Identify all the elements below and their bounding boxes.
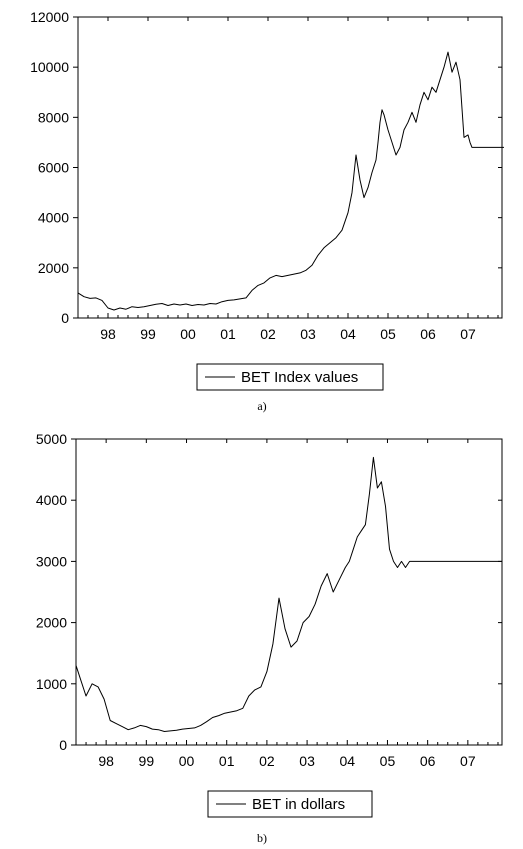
y-tick-label: 10000 xyxy=(30,59,69,75)
y-tick-label: 1000 xyxy=(36,676,67,692)
x-tick-label: 00 xyxy=(179,753,195,769)
x-tick-label: 06 xyxy=(420,753,436,769)
y-tick-label: 12000 xyxy=(30,9,69,25)
x-tick-label: 99 xyxy=(139,753,155,769)
y-tick-label: 4000 xyxy=(38,210,69,226)
y-tick-label: 5000 xyxy=(36,431,67,447)
y-tick-label: 2000 xyxy=(38,260,69,276)
y-tick-label: 0 xyxy=(59,737,67,753)
x-tick-label: 00 xyxy=(180,326,196,342)
x-tick-label: 03 xyxy=(299,753,315,769)
x-tick-label: 04 xyxy=(340,326,356,342)
series-line xyxy=(77,51,504,311)
chart-a: 0 2000 4000 6000 8000 10000 12000 98 99 00 01 02 03 0… xyxy=(30,9,504,413)
x-tick-label: 02 xyxy=(260,326,276,342)
x-tick-label: 07 xyxy=(460,326,476,342)
legend-box xyxy=(207,790,373,818)
x-tick-label: 01 xyxy=(220,326,236,342)
figure-caption: a) xyxy=(257,399,266,413)
y-tick-label: 3000 xyxy=(36,553,67,569)
legend-label: BET in dollars xyxy=(252,796,345,813)
x-tick-label: 01 xyxy=(219,753,235,769)
y-tick-label: 8000 xyxy=(38,109,69,125)
plot-frame xyxy=(77,16,503,319)
figure-caption: b) xyxy=(257,831,267,845)
x-tick-label: 05 xyxy=(380,753,396,769)
y-tick-label: 6000 xyxy=(38,160,69,176)
x-tick-label: 06 xyxy=(420,326,436,342)
plot-frame xyxy=(75,438,503,746)
x-tick-label: 02 xyxy=(259,753,275,769)
x-tick-label: 04 xyxy=(339,753,355,769)
x-tick-label: 98 xyxy=(100,326,116,342)
series-line xyxy=(75,456,502,732)
x-tick-label: 99 xyxy=(140,326,156,342)
legend-label: BET Index values xyxy=(241,369,358,386)
x-tick-label: 05 xyxy=(380,326,396,342)
x-tick-label: 03 xyxy=(300,326,316,342)
chart-b: 0 1000 2000 3000 4000 5000 98 99 00 01 02 03 04 05 06 0… xyxy=(36,431,503,845)
x-tick-label: 98 xyxy=(98,753,114,769)
x-tick-label: 07 xyxy=(460,753,476,769)
y-tick-label: 2000 xyxy=(36,615,67,631)
y-tick-label: 0 xyxy=(61,310,69,326)
y-tick-label: 4000 xyxy=(36,492,67,508)
